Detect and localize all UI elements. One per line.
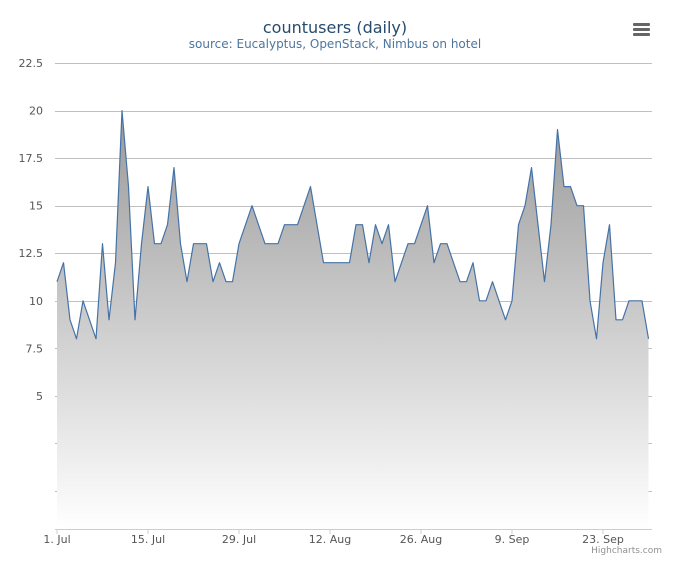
- y-tick-label: 12.5: [19, 247, 44, 260]
- chart-subtitle: source: Eucalyptus, OpenStack, Nimbus on…: [189, 37, 481, 51]
- y-tick-label: 22.5: [19, 57, 44, 70]
- y-tick-label: 20: [29, 105, 43, 118]
- x-axis: [55, 529, 652, 534]
- hamburger-menu-icon: [633, 23, 650, 36]
- x-tick-label: 9. Sep: [495, 533, 530, 546]
- credits-link[interactable]: Highcharts.com: [591, 546, 662, 556]
- y-tick-label: 15: [29, 200, 43, 213]
- x-tick-label: 12. Aug: [309, 533, 351, 546]
- y-axis: 5 7.5 10 12.5 15 17.5 20 22.5: [19, 57, 44, 403]
- x-tick-label: 15. Jul: [131, 533, 165, 546]
- x-tick-label: 26. Aug: [400, 533, 442, 546]
- export-menu-button[interactable]: [624, 14, 658, 44]
- y-tick-label: 7.5: [26, 342, 44, 355]
- y-tick-label: 10: [29, 295, 43, 308]
- x-tick-label: 29. Jul: [222, 533, 256, 546]
- series-area: [57, 110, 649, 529]
- x-tick-label: 1. Jul: [43, 533, 70, 546]
- chart-title: countusers (daily): [263, 18, 407, 37]
- y-tick-label: 17.5: [19, 152, 44, 165]
- x-tick-label: 23. Sep: [582, 533, 624, 546]
- series-line: [56, 110, 650, 340]
- y-tick-label: 5: [36, 390, 43, 403]
- x-axis-labels: 1. Jul 15. Jul 29. Jul 12. Aug 26. Aug 9. Sep…: [43, 533, 624, 546]
- plot-area: [56, 110, 650, 529]
